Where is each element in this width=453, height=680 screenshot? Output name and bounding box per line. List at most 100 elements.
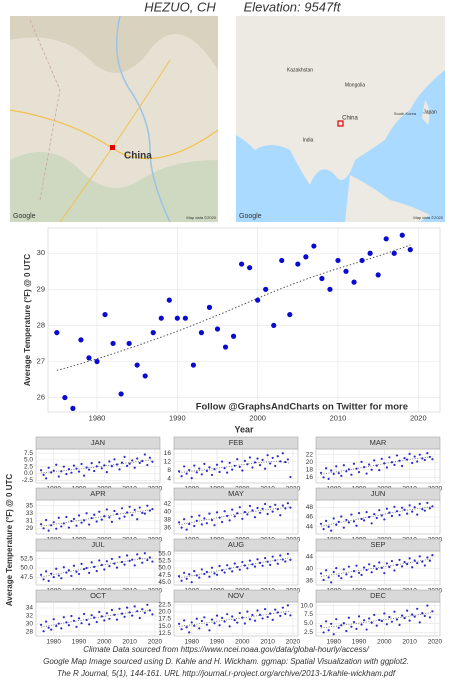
data-point (65, 621, 68, 624)
data-point (330, 581, 333, 584)
data-point (70, 614, 73, 618)
data-point (388, 511, 391, 514)
data-point (368, 463, 371, 466)
data-point (375, 624, 378, 627)
x-axis-label: Year (234, 424, 254, 434)
data-point (72, 517, 76, 520)
data-point (256, 558, 259, 561)
data-point (311, 243, 317, 249)
facet-strip (315, 487, 441, 501)
data-point (375, 272, 381, 278)
data-point (188, 631, 191, 634)
data-point (340, 474, 343, 477)
data-point (158, 315, 164, 321)
data-point (269, 505, 272, 508)
data-point (375, 464, 378, 467)
data-point (110, 340, 116, 347)
elevation: Elevation: 9547ft (244, 0, 342, 14)
data-point (88, 571, 91, 575)
x-tick-label: 1980 (184, 639, 199, 646)
y-tick-label: 12 (164, 458, 172, 465)
data-point (185, 528, 188, 531)
data-point (100, 615, 103, 618)
data-point (330, 469, 333, 472)
facet-title: DEC (370, 591, 386, 600)
data-point (47, 626, 50, 629)
data-point (226, 471, 229, 474)
data-point (205, 570, 208, 574)
data-point (286, 458, 289, 461)
data-point (148, 509, 151, 512)
data-point (80, 521, 83, 524)
data-point (238, 506, 241, 509)
data-point (52, 469, 55, 472)
regional-map: China Google Map data ©2020 (9, 15, 219, 223)
x-tick-label: 1990 (72, 639, 87, 646)
y-tick-label: 35 (26, 502, 34, 509)
data-point (423, 509, 426, 512)
data-point (378, 509, 381, 512)
data-point (190, 477, 193, 480)
data-point (205, 469, 208, 472)
data-point (220, 569, 224, 572)
data-point (141, 511, 144, 514)
data-point (264, 607, 267, 611)
data-point (337, 520, 340, 523)
data-point (70, 574, 73, 578)
data-point (286, 502, 289, 505)
data-point (65, 472, 68, 476)
data-point (188, 522, 191, 526)
data-point (398, 558, 401, 561)
data-point (340, 577, 343, 580)
data-point (82, 612, 86, 616)
data-point (289, 558, 292, 561)
facet-strip (315, 436, 441, 450)
data-point (345, 629, 348, 633)
data-point (426, 556, 429, 559)
data-point (281, 452, 284, 455)
data-point (373, 613, 376, 616)
data-point (95, 620, 98, 624)
data-point (276, 455, 279, 458)
data-point (421, 457, 424, 460)
data-point (210, 473, 214, 477)
y-tick-label: 47.5 (158, 572, 171, 579)
data-point (195, 519, 198, 522)
data-point (72, 564, 76, 567)
data-point (370, 621, 373, 624)
y-tick-label: 47.5 (20, 574, 33, 581)
data-point (362, 566, 366, 569)
data-point (246, 463, 249, 466)
data-point (103, 619, 106, 622)
y-tick-label: 22.5 (158, 602, 171, 609)
plot-background (315, 550, 441, 586)
data-point (80, 462, 83, 466)
y-tick-label: 12.5 (158, 630, 171, 637)
data-point (110, 608, 114, 612)
data-point (86, 355, 92, 361)
data-point (180, 526, 183, 529)
data-point (213, 468, 216, 471)
data-point (264, 502, 267, 506)
data-point (431, 610, 434, 613)
data-point (343, 268, 349, 274)
data-point (383, 462, 386, 465)
data-point (378, 561, 381, 564)
y-tick-label: 22 (306, 451, 314, 458)
data-point (426, 604, 429, 607)
data-point (340, 515, 343, 518)
data-point (206, 304, 213, 310)
data-point (126, 340, 132, 347)
data-point (246, 567, 249, 570)
data-point (88, 523, 91, 526)
facet-strip (173, 538, 299, 552)
data-point (256, 506, 259, 510)
data-point (332, 633, 335, 636)
data-point (243, 564, 246, 567)
data-point (90, 561, 93, 564)
map-label: Japan (423, 109, 437, 115)
data-point (378, 618, 381, 621)
data-point (269, 612, 272, 615)
data-point (134, 362, 140, 368)
data-point (253, 516, 257, 519)
